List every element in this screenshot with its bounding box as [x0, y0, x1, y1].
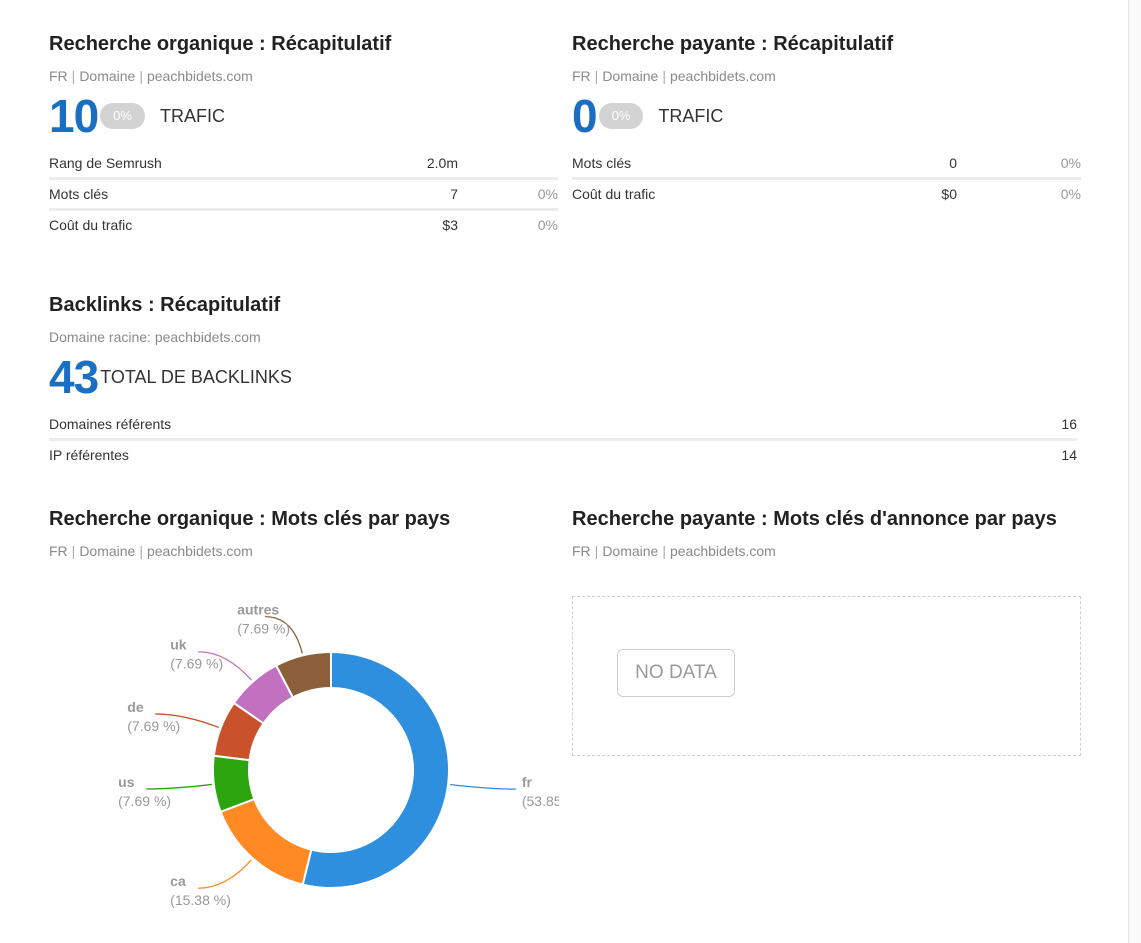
- metric-value[interactable]: $0: [941, 186, 957, 202]
- domain-label: peachbidets.com: [146, 543, 253, 559]
- paid-traffic-change-badge: 0%: [598, 103, 644, 129]
- paid-countries-empty-state: NO DATA: [572, 596, 1081, 756]
- paid-traffic-label: TRAFIC: [658, 105, 724, 126]
- donut-percent-de: (7.69 %): [127, 718, 180, 734]
- donut-label-autres: autres: [237, 602, 279, 618]
- paid-countries-panel: Recherche payante : Mots clés d'annonce …: [572, 508, 1081, 560]
- donut-label-ca: ca: [170, 873, 186, 889]
- database-label: FR: [572, 543, 591, 559]
- paid-countries-subtitle: FR | Domaine | peachbidets.com: [572, 543, 776, 559]
- page-scrollbar[interactable]: [1128, 0, 1141, 943]
- organic-traffic-label: TRAFIC: [159, 105, 225, 126]
- backlinks-metrics-list: Domaines référents 16 IP référentes 14: [49, 410, 1077, 469]
- donut-connector-ca: [198, 859, 252, 889]
- metric-label: Rang de Semrush: [49, 155, 162, 171]
- donut-percent-autres: (7.69 %): [237, 621, 290, 637]
- donut-connector-fr: [450, 783, 516, 790]
- metric-value[interactable]: 7: [450, 186, 458, 202]
- metric-change: 0%: [1060, 155, 1081, 171]
- donut-connector-us: [146, 783, 212, 790]
- scope-label: Domaine: [602, 543, 659, 559]
- donut-percent-ca: (15.38 %): [170, 892, 231, 908]
- database-label: FR: [49, 68, 68, 84]
- donut-slice-autres[interactable]: [274, 650, 332, 699]
- metric-row: Mots clés 0 0%: [572, 149, 1081, 180]
- metric-value[interactable]: 16: [1061, 416, 1077, 432]
- organic-countries-panel: Recherche organique : Mots clés par pays…: [49, 508, 558, 560]
- organic-countries-subtitle: FR | Domaine | peachbidets.com: [49, 543, 253, 559]
- paid-metrics-list: Mots clés 0 0% Coût du trafic $0 0%: [572, 149, 1081, 208]
- scope-label: Domaine: [79, 543, 136, 559]
- donut-label-us: us: [118, 774, 135, 790]
- organic-summary-title: Recherche organique : Récapitulatif: [49, 33, 392, 55]
- backlinks-root-domain: Domaine racine: peachbidets.com: [49, 329, 261, 345]
- metric-change: 0%: [537, 186, 558, 202]
- metric-row: Domaines référents 16: [49, 410, 1077, 441]
- paid-summary-panel: Recherche payante : Récapitulatif FR | Dom…: [572, 33, 1081, 208]
- donut-percent-us: (7.69 %): [118, 793, 171, 809]
- organic-summary-panel: Recherche organique : Récapitulatif FR | D…: [49, 33, 558, 239]
- metric-change: 0%: [537, 217, 558, 233]
- metric-row: IP référentes 14: [49, 441, 1077, 469]
- domain-label: peachbidets.com: [146, 68, 253, 84]
- metric-label: Coût du trafic: [49, 217, 133, 233]
- countries-donut-chart: fr (53.85 ca (15.38 %) us (7.69 %) de (7.69 %) u…: [118, 602, 559, 909]
- backlinks-summary-title: Backlinks : Récapitulatif: [49, 294, 281, 316]
- metric-row: Rang de Semrush 2.0m: [49, 149, 558, 180]
- metric-value[interactable]: 14: [1061, 447, 1077, 463]
- donut-connector-de: [155, 713, 220, 729]
- organic-countries-title: Recherche organique : Mots clés par pays: [49, 508, 451, 530]
- metric-label: Coût du trafic: [572, 186, 656, 202]
- metric-label: Mots clés: [572, 155, 632, 171]
- metric-label: Mots clés: [49, 186, 109, 202]
- donut-slice-fr[interactable]: [301, 650, 450, 889]
- scope-label: Domaine: [79, 68, 136, 84]
- metric-value[interactable]: 2.0m: [426, 155, 458, 171]
- donut-label-de: de: [127, 699, 144, 715]
- metric-value[interactable]: 0: [949, 155, 957, 171]
- scope-label: Domaine: [602, 68, 659, 84]
- metric-row: Coût du trafic $0 0%: [572, 180, 1081, 208]
- donut-percent-fr: (53.85: [522, 793, 559, 809]
- organic-summary-subtitle: FR | Domaine | peachbidets.com: [49, 68, 253, 84]
- paid-traffic-value[interactable]: 0: [572, 90, 598, 142]
- domain-label: peachbidets.com: [669, 68, 776, 84]
- paid-summary-title: Recherche payante : Récapitulatif: [572, 33, 894, 55]
- organic-traffic-change-badge: 0%: [100, 103, 145, 129]
- paid-summary-subtitle: FR | Domaine | peachbidets.com: [572, 68, 776, 84]
- metric-label: IP référentes: [49, 447, 129, 463]
- donut-percent-uk: (7.69 %): [170, 656, 223, 672]
- no-data-label: NO DATA: [617, 649, 735, 697]
- database-label: FR: [49, 543, 68, 559]
- organic-metrics-list: Rang de Semrush 2.0m Mots clés 7 0% Coût…: [49, 149, 558, 239]
- database-label: FR: [572, 68, 591, 84]
- donut-label-fr: fr: [522, 774, 533, 790]
- metric-label: Domaines référents: [49, 416, 172, 432]
- metric-row: Mots clés 7 0%: [49, 180, 558, 211]
- donut-connector-autres: [265, 615, 303, 654]
- metric-row: Coût du trafic $3 0%: [49, 211, 558, 239]
- metric-change: 0%: [1060, 186, 1081, 202]
- organic-traffic-value[interactable]: 10: [49, 90, 99, 142]
- domain-label: peachbidets.com: [669, 543, 776, 559]
- paid-countries-title: Recherche payante : Mots clés d'annonce …: [572, 508, 1057, 530]
- donut-label-uk: uk: [170, 637, 187, 653]
- donut-slice-ca[interactable]: [219, 797, 313, 886]
- total-backlinks-value[interactable]: 43: [49, 351, 99, 403]
- donut-connector-uk: [198, 651, 252, 681]
- metric-value[interactable]: $3: [442, 217, 458, 233]
- backlinks-summary-panel: Backlinks : Récapitulatif Domaine racine…: [49, 294, 1077, 469]
- total-backlinks-label: TOTAL DE BACKLINKS: [100, 366, 292, 387]
